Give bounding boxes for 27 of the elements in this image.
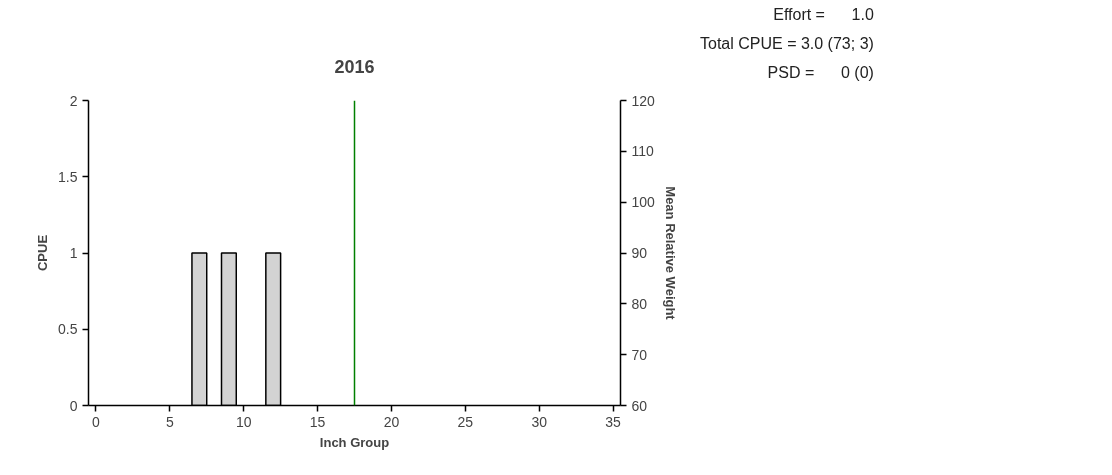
- x-tick-label: 5: [165, 413, 174, 430]
- y2-tick-label: 110: [631, 143, 655, 160]
- x-tick-label: 15: [309, 413, 326, 430]
- y2-axis-title: Mean Relative Weight: [662, 186, 678, 321]
- x-axis-title: Inch Group: [319, 434, 390, 450]
- y2-tick-label: 90: [631, 245, 648, 261]
- x-tick-label: 20: [383, 413, 400, 430]
- chart-title: 2016: [334, 57, 375, 77]
- y2-tick-label: 120: [631, 92, 656, 109]
- y-tick-label: 1.5: [58, 168, 78, 185]
- y2-tick-label: 70: [631, 346, 648, 363]
- y2-tick-label: 100: [631, 194, 656, 211]
- y-tick-label: 0.5: [58, 321, 78, 338]
- x-tick-label: 10: [235, 413, 252, 430]
- x-tick-label: 30: [531, 413, 548, 430]
- x-tick-label: 35: [605, 413, 622, 430]
- text: Total CPUE = 3.0 (73; 3): [700, 33, 874, 54]
- text: Effort = 1.0: [772, 5, 874, 25]
- x-tick-label: 25: [457, 413, 474, 430]
- y-tick-label: 1: [69, 245, 78, 261]
- y-axis-title: CPUE: [35, 234, 51, 272]
- x-tick-label: 0: [92, 413, 100, 430]
- y2-tick-label: 60: [631, 397, 648, 414]
- y-tick-label: 0: [69, 397, 78, 414]
- text: PSD = 0 (0): [766, 62, 874, 83]
- y2-tick-label: 80: [631, 295, 648, 312]
- y-tick-label: 2: [69, 92, 78, 109]
